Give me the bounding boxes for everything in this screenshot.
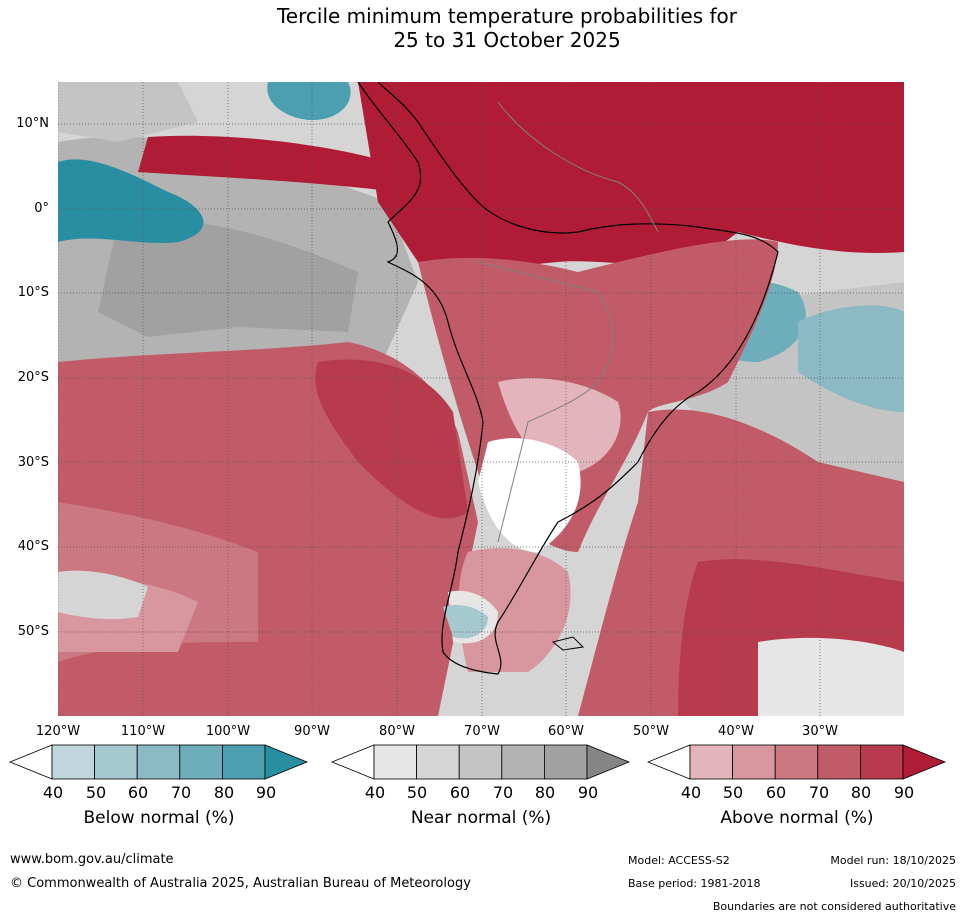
near-normal-region-north bbox=[58, 82, 198, 142]
colorbar-near bbox=[330, 744, 631, 780]
below-normal-region-pacific bbox=[58, 159, 204, 244]
colorbar-segment bbox=[732, 744, 776, 780]
tick-label: 50 bbox=[722, 783, 744, 802]
tick-label: 90 bbox=[893, 783, 915, 802]
boundaries-disclaimer: Boundaries are not considered authoritat… bbox=[712, 900, 956, 913]
website-link[interactable]: www.bom.gov.au/climate bbox=[10, 852, 174, 867]
tick-label: 50 bbox=[406, 783, 428, 802]
base-period-text: Base period: 1981-2018 bbox=[628, 877, 761, 890]
map-title: Tercile minimum temperature probabilitie… bbox=[0, 4, 965, 52]
tick-label: 80 bbox=[850, 783, 872, 802]
lat-label-10s: 10°S bbox=[17, 285, 49, 300]
near-normal-patch-se bbox=[758, 637, 904, 716]
tick-label: 40 bbox=[42, 783, 64, 802]
colorbar-label-above: Above normal (%) bbox=[720, 808, 874, 828]
colorbar-extend-low bbox=[8, 744, 53, 780]
lat-label-30s: 30°S bbox=[17, 455, 49, 470]
lon-label-40w: 40°W bbox=[718, 724, 754, 739]
colorbar-segment bbox=[543, 744, 588, 780]
colorbar-segment bbox=[94, 744, 138, 780]
lon-label-110w: 110°W bbox=[120, 724, 166, 739]
colorbar-extend-high bbox=[586, 744, 631, 780]
lon-label-50w: 50°W bbox=[633, 724, 669, 739]
colorbar-segment bbox=[458, 744, 503, 780]
colorbar-segment bbox=[51, 744, 95, 780]
tick-label: 60 bbox=[127, 783, 149, 802]
near-normal-patch-sw bbox=[58, 570, 148, 620]
lon-label-60w: 60°W bbox=[548, 724, 584, 739]
above-normal-region-patagonia bbox=[458, 548, 571, 672]
lat-label-50s: 50°S bbox=[17, 624, 49, 639]
tick-label: 80 bbox=[534, 783, 556, 802]
near-normal-strong-region bbox=[98, 220, 358, 337]
lon-label-120w: 120°W bbox=[35, 724, 81, 739]
title-line-1: Tercile minimum temperature probabilitie… bbox=[276, 4, 738, 28]
coastline bbox=[357, 82, 779, 675]
tick-label: 40 bbox=[364, 783, 386, 802]
copyright-text: © Commonwealth of Australia 2025, Austra… bbox=[10, 876, 471, 891]
colorbar-extend-low bbox=[646, 744, 691, 780]
tick-label: 80 bbox=[213, 783, 235, 802]
colorbar-segment bbox=[774, 744, 819, 780]
tick-label: 90 bbox=[577, 783, 599, 802]
tick-label: 50 bbox=[85, 783, 107, 802]
colorbar-segment bbox=[501, 744, 545, 780]
model-text: Model: ACCESS-S2 bbox=[628, 854, 730, 867]
colorbar-extend-high bbox=[264, 744, 309, 780]
colorbar-extend-high bbox=[902, 744, 947, 780]
title-line-2: 25 to 31 October 2025 bbox=[393, 28, 621, 52]
gridlines bbox=[58, 82, 904, 716]
issued-text: Issued: 20/10/2025 bbox=[849, 877, 956, 890]
below-normal-region-north bbox=[267, 82, 351, 121]
colorbar-extend-low bbox=[330, 744, 375, 780]
lon-label-30w: 30°W bbox=[802, 724, 838, 739]
lat-label-10n: 10°N bbox=[16, 116, 49, 131]
falkland-islands bbox=[551, 636, 585, 651]
no-signal-region-argentina bbox=[478, 438, 581, 552]
lon-label-90w: 90°W bbox=[294, 724, 330, 739]
colorbar-segment bbox=[136, 744, 181, 780]
lon-label-70w: 70°W bbox=[464, 724, 500, 739]
lat-label-20s: 20°S bbox=[17, 370, 49, 385]
tick-label: 90 bbox=[255, 783, 277, 802]
lat-label-40s: 40°S bbox=[17, 539, 49, 554]
colorbar-segment bbox=[416, 744, 460, 780]
tick-label: 70 bbox=[170, 783, 192, 802]
below-normal-region-patagonia bbox=[443, 605, 488, 639]
country-borders bbox=[497, 101, 659, 233]
colorbar-segment bbox=[817, 744, 861, 780]
tick-label: 60 bbox=[449, 783, 471, 802]
lon-label-100w: 100°W bbox=[205, 724, 251, 739]
country-borders-south bbox=[477, 261, 614, 543]
lon-label-80w: 80°W bbox=[379, 724, 415, 739]
colorbar-segment bbox=[179, 744, 223, 780]
model-run-text: Model run: 18/10/2025 bbox=[830, 854, 956, 867]
tick-label: 40 bbox=[680, 783, 702, 802]
below-normal-region-atlantic bbox=[798, 305, 904, 412]
tick-label: 60 bbox=[765, 783, 787, 802]
probability-map bbox=[58, 82, 904, 716]
above-normal-band-tropical bbox=[138, 135, 398, 192]
above-normal-region-north-america bbox=[358, 82, 904, 273]
colorbar-segment bbox=[221, 744, 266, 780]
lat-label-0: 0° bbox=[34, 201, 49, 216]
colorbar-label-near: Near normal (%) bbox=[410, 808, 552, 828]
map-svg bbox=[58, 82, 904, 716]
colorbar-below bbox=[8, 744, 309, 780]
colorbar-label-below: Below normal (%) bbox=[83, 808, 235, 828]
colorbar-above bbox=[646, 744, 947, 780]
tick-label: 70 bbox=[808, 783, 830, 802]
above-normal-strong-region-west bbox=[315, 359, 468, 519]
above-normal-weak-region-continent bbox=[498, 378, 621, 472]
colorbar-segment bbox=[689, 744, 733, 780]
colorbar-segment bbox=[373, 744, 417, 780]
colorbar-segment bbox=[859, 744, 904, 780]
tick-label: 70 bbox=[492, 783, 514, 802]
